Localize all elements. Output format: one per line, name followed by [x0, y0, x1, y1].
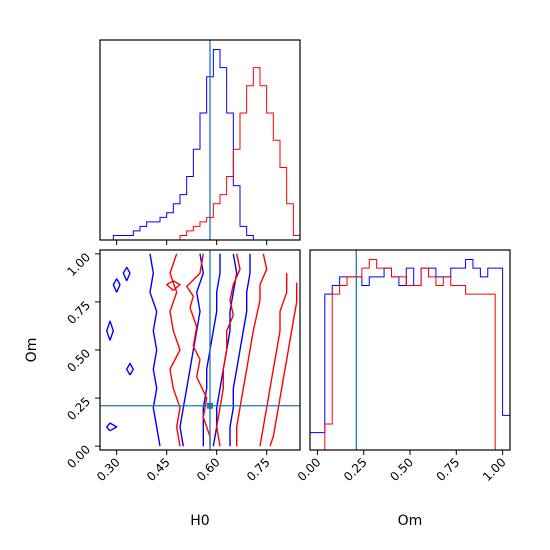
contour-series-1-level-5: [269, 282, 298, 447]
om-tick-label-4: 1.00: [64, 250, 93, 279]
contour-series-1-level-2: [215, 253, 241, 447]
om-marginal-panel: 0.00 0.25 0.50 0.75 1.00 Om: [295, 249, 511, 529]
contour-series-0-level-3: [212, 253, 238, 447]
om-marginal-tick-label-2: 0.50: [387, 455, 416, 484]
om-axis-label: Om: [24, 338, 40, 363]
om-marginal-tick-label-4: 1.00: [480, 455, 509, 484]
contour-series-0-level-0: [149, 253, 161, 447]
h0-tick-labels: 0.30 0.45 0.60 0.75: [94, 450, 273, 484]
om-marginal-tick-label-3: 0.75: [434, 455, 463, 484]
contour-series-1-level-6: [165, 280, 181, 291]
contour-series-0-level-7: [122, 266, 131, 282]
h0-axis-label: H0: [190, 513, 209, 529]
h0-tick-label-0: 0.30: [94, 455, 123, 484]
om-tick-label-0: 0.00: [64, 442, 93, 471]
contour-series-0-level-9: [105, 422, 118, 432]
om-marginal-series-0: [310, 259, 510, 434]
contour-series-1-level-0: [169, 253, 181, 447]
om-tick-label-2: 0.50: [64, 346, 93, 375]
h0-tick-label-2: 0.60: [194, 455, 223, 484]
om-marginal-axis-label: Om: [398, 513, 423, 529]
contour-series-1-level-1: [185, 253, 211, 447]
contour-series-0-level-8: [125, 362, 135, 376]
contour-series-1-level-3: [235, 253, 268, 447]
om-tick-label-1: 0.25: [64, 394, 93, 423]
h0-marginal-frame: [99, 39, 301, 241]
om-tick-labels: 0.00 0.25 0.50 0.75 1.00: [64, 250, 100, 471]
contour-truth-marker: [207, 402, 213, 409]
contour-series-0-level-6: [112, 278, 121, 293]
h0-tick-label-1: 0.45: [144, 455, 173, 484]
h0-marginal-series-1: [100, 67, 300, 241]
h0-tick-label-3: 0.75: [244, 455, 273, 484]
h0-marginal-panel: [99, 39, 301, 245]
contour-series-1-level-4: [259, 273, 288, 447]
contour-series-0-level-2: [202, 253, 221, 447]
om-marginal-tick-labels: 0.00 0.25 0.50 0.75 1.00: [295, 450, 509, 484]
contour-series-0-level-5: [105, 320, 115, 341]
h0-marginal-series-0: [100, 49, 300, 241]
om-tick-label-3: 0.75: [64, 298, 93, 327]
om-marginal-tick-label-0: 0.00: [295, 455, 324, 484]
h0-om-contour-panel: 0.30 0.45 0.60 0.75 0.00 0.25 0.50 0.75 1.00 H0…: [24, 249, 301, 529]
contour-series-0-level-1: [179, 253, 205, 447]
om-marginal-tick-label-1: 0.25: [341, 455, 370, 484]
contour-series-0-level-4: [229, 253, 251, 447]
om-marginal-series-1: [310, 259, 510, 451]
h0-om-contour-frame: [99, 249, 301, 451]
